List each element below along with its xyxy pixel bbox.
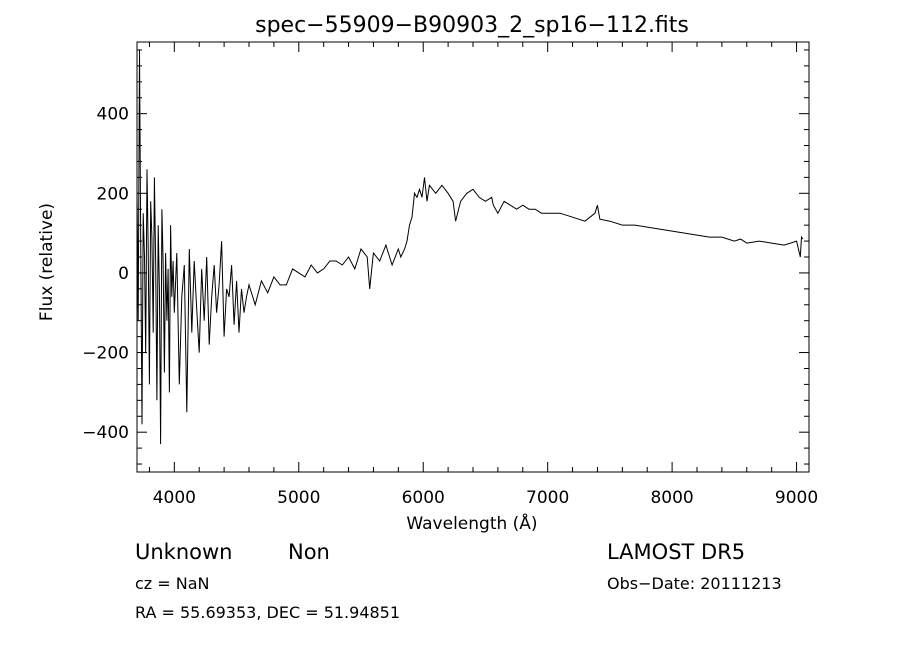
x-tick-label: 8000: [650, 488, 693, 508]
x-tick-label: 9000: [775, 488, 818, 508]
y-tick-label: −400: [82, 423, 129, 443]
tick-labels: 4000 5000 6000 7000 8000 9000 −400 −200 0 200 400: [82, 105, 818, 508]
object-class: Unknown: [135, 540, 233, 564]
x-tick-label: 7000: [526, 488, 569, 508]
observation-date: Obs−Date: 20111213: [607, 574, 782, 593]
x-tick-label: 6000: [402, 488, 445, 508]
chart-title: spec−55909−B90903_2_sp16−112.fits: [255, 13, 689, 38]
y-tick-label: −200: [82, 344, 129, 364]
object-subclass: Non: [288, 540, 330, 564]
y-tick-label: 200: [97, 184, 129, 204]
x-tick-label: 5000: [277, 488, 320, 508]
coordinates: RA = 55.69353, DEC = 51.94851: [135, 603, 401, 622]
survey-name: LAMOST DR5: [607, 540, 746, 564]
plot-frame: [136, 41, 810, 473]
y-tick-label: 400: [97, 105, 129, 125]
y-tick-label: 0: [118, 264, 129, 284]
x-axis-label: Wavelength (Å): [406, 512, 537, 534]
redshift-value: cz = NaN: [135, 574, 210, 593]
x-tick-label: 4000: [153, 488, 196, 508]
y-axis-label: Flux (relative): [37, 203, 57, 321]
axis-ticks: [137, 42, 809, 472]
spectrum-line: [136, 49, 804, 445]
